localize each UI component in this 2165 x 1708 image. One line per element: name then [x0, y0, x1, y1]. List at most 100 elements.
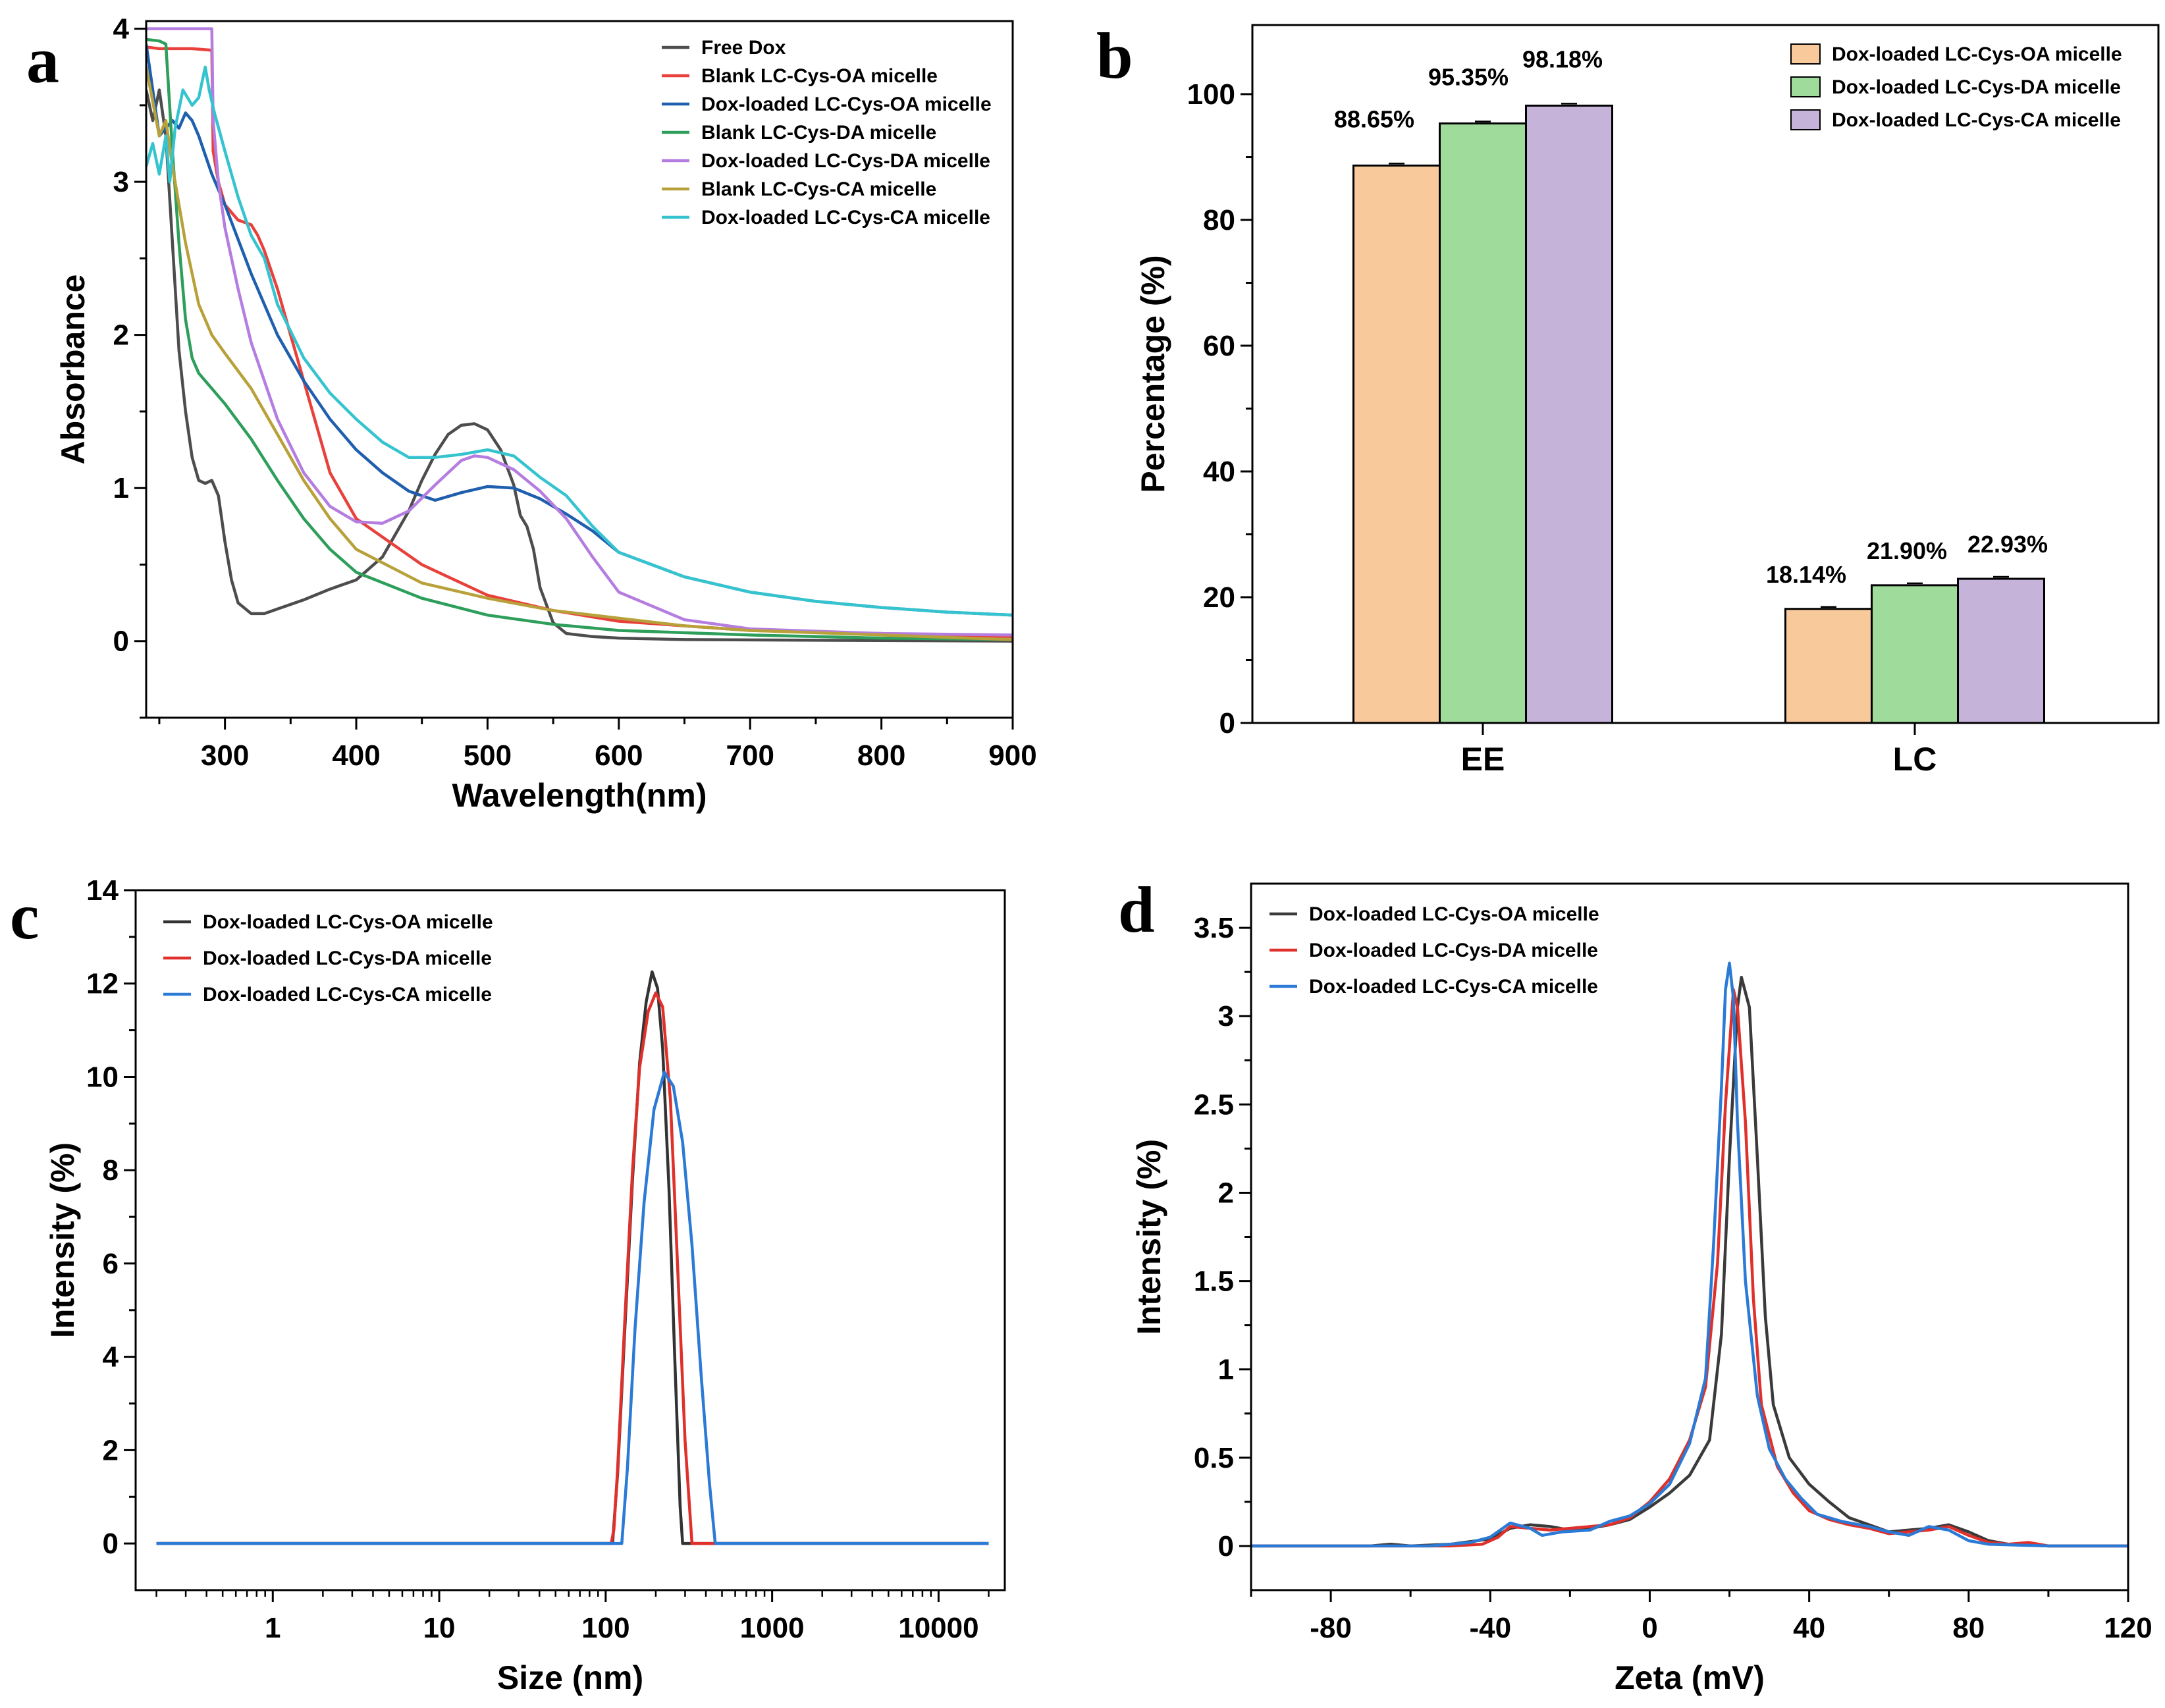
- x-tick-label: 1: [265, 1612, 281, 1644]
- y-tick-label: 40: [1203, 456, 1235, 488]
- y-tick-label: 3: [113, 166, 129, 198]
- bar-ee-1: [1439, 122, 1527, 724]
- y-tick-label: 80: [1203, 204, 1235, 236]
- bar-lc-0: [1784, 608, 1873, 724]
- legend-label: Dox-loaded LC-Cys-OA micelle: [203, 911, 493, 933]
- y-tick-label: 10: [86, 1061, 119, 1093]
- y-axis-title-a: Absorbance: [55, 275, 92, 465]
- legend-label: Dox-loaded LC-Cys-OA micelle: [1832, 43, 2122, 65]
- y-tick-label: 20: [1203, 581, 1235, 614]
- legend-label: Dox-loaded LC-Cys-OA micelle: [1309, 903, 1599, 925]
- series-line-a-3: [146, 38, 1013, 641]
- series-line-c-2: [156, 1071, 989, 1545]
- bar-value-label: 18.14%: [1766, 561, 1846, 588]
- legend-label: Dox-loaded LC-Cys-DA micelle: [701, 150, 990, 172]
- x-axis-title-a: Wavelength(nm): [452, 777, 707, 814]
- legend-label: Blank LC-Cys-OA micelle: [701, 65, 938, 87]
- x-tick-label: 1000: [740, 1612, 805, 1644]
- x-tick-label: -40: [1469, 1612, 1511, 1644]
- bar-ee-0: [1352, 164, 1441, 724]
- y-tick-label: 1.5: [1194, 1266, 1234, 1298]
- bar-ee-2: [1525, 104, 1613, 724]
- plot-frame-c: [134, 889, 1006, 1591]
- series-line-d-0: [1251, 975, 2128, 1548]
- panel-label-a: a: [26, 24, 59, 97]
- x-tick-label: 40: [1793, 1612, 1825, 1644]
- y-tick-label: 60: [1203, 330, 1235, 362]
- panel-label-c: c: [10, 880, 39, 953]
- y-axis-title-d: Intensity (%): [1131, 1139, 1167, 1335]
- y-tick-label: 2: [103, 1434, 119, 1466]
- series-line-a-5: [146, 67, 1013, 641]
- series-line-a-6: [146, 65, 1013, 617]
- plot-frame-a: [145, 20, 1014, 719]
- x-axis-title-d: Zeta (mV): [1615, 1659, 1765, 1696]
- x-tick-label: 800: [857, 739, 905, 772]
- panel-a-absorbance-chart: 0 1 2 3 4 300 400 500 600 700 800 900 a Wavelength(nm…: [26, 13, 1037, 814]
- x-tick-label: 500: [464, 739, 512, 772]
- bar-lc-2: [1957, 577, 2045, 724]
- x-tick-label: -80: [1310, 1612, 1352, 1644]
- y-tick-label: 4: [113, 13, 130, 45]
- panel-b-bar-chart: 88.65% 95.35% 98.18% EE 18.14% 21.90% 22.93% LC…: [1096, 19, 2160, 778]
- x-tick-label: 10: [423, 1612, 456, 1644]
- series-line-a-0: [146, 88, 1013, 643]
- legend-label: Dox-loaded LC-Cys-CA micelle: [1309, 976, 1598, 998]
- legend-label: Dox-loaded LC-Cys-DA micelle: [203, 947, 492, 969]
- y-tick-label: 0.5: [1194, 1442, 1234, 1474]
- series-line-a-4: [146, 27, 1013, 637]
- y-axis-title-b: Percentage (%): [1135, 255, 1171, 493]
- y-tick-label: 100: [1187, 78, 1235, 111]
- x-tick-label: 700: [726, 739, 774, 772]
- panel-label-d: d: [1118, 873, 1155, 946]
- y-tick-label: 4: [103, 1341, 119, 1374]
- plot-frame-b: [1251, 24, 2160, 724]
- legend-label: Dox-loaded LC-Cys-CA micelle: [701, 207, 990, 228]
- legend-swatch: [1790, 109, 1821, 130]
- x-tick-label: 900: [988, 739, 1036, 772]
- x-tick-label: 0: [1642, 1612, 1657, 1644]
- y-tick-label: 0: [113, 626, 129, 658]
- bar-lc-1: [1871, 584, 1959, 724]
- y-tick-label: 8: [103, 1154, 119, 1187]
- y-tick-label: 3.5: [1194, 912, 1234, 944]
- y-tick-label: 0: [103, 1528, 119, 1560]
- y-tick-label: 2.5: [1194, 1088, 1234, 1121]
- y-tick-label: 12: [86, 968, 119, 1000]
- y-tick-label: 0: [1218, 1530, 1234, 1562]
- y-tick-label: 0: [1219, 707, 1235, 739]
- bar-value-label: 88.65%: [1334, 105, 1414, 132]
- x-tick-label: 120: [2104, 1612, 2152, 1644]
- legend-label: Blank LC-Cys-DA micelle: [701, 122, 936, 144]
- legend-swatch: [1790, 43, 1821, 65]
- panel-d-zeta-distribution-chart: 0 0.5 1 1.5 2 2.5 3 3.5 -80 -40 0 40 80 120 d Zeta (mV)…: [1118, 873, 2152, 1696]
- x-tick-label: 100: [581, 1612, 629, 1644]
- series-line-c-1: [156, 991, 989, 1545]
- legend-label: Dox-loaded LC-Cys-DA micelle: [1309, 940, 1598, 961]
- x-tick-label: 300: [201, 739, 249, 772]
- series-line-d-1: [1251, 988, 2128, 1548]
- x-tick-label: 80: [1952, 1612, 1985, 1644]
- legend-label: Blank LC-Cys-CA micelle: [701, 178, 936, 200]
- x-tick-label: 400: [332, 739, 380, 772]
- y-tick-label: 3: [1218, 1000, 1234, 1032]
- y-tick-label: 2: [1218, 1177, 1234, 1209]
- legend-label: Free Dox: [701, 37, 786, 59]
- y-tick-label: 6: [103, 1248, 119, 1280]
- x-axis-title-c: Size (nm): [497, 1659, 643, 1696]
- x-category-label: EE: [1461, 741, 1505, 778]
- y-axis-title-c: Intensity (%): [44, 1142, 81, 1338]
- x-tick-label: 600: [595, 739, 643, 772]
- bar-value-label: 98.18%: [1522, 45, 1603, 72]
- bar-value-label: 95.35%: [1428, 63, 1509, 90]
- y-tick-label: 2: [113, 319, 129, 352]
- legend-label: Dox-loaded LC-Cys-CA micelle: [203, 984, 492, 1005]
- series-line-c-0: [156, 970, 989, 1545]
- panel-label-b: b: [1096, 19, 1133, 92]
- y-tick-label: 1: [1218, 1354, 1234, 1386]
- y-tick-label: 14: [86, 874, 119, 907]
- x-category-label: LC: [1893, 741, 1937, 778]
- legend-label: Dox-loaded LC-Cys-DA micelle: [1832, 76, 2121, 98]
- panel-c-size-distribution-chart: 0 2 4 6 8 10 12 14 1 10 100 1000 10000 c Size (nm) Inte…: [10, 874, 1006, 1696]
